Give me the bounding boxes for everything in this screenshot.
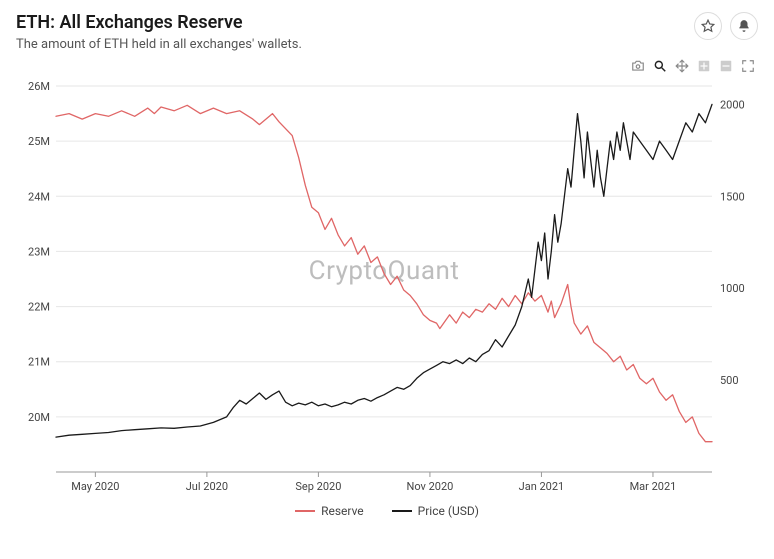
header-icons bbox=[694, 12, 758, 40]
svg-text:20M: 20M bbox=[28, 411, 50, 424]
bell-icon bbox=[737, 19, 751, 33]
minus-icon bbox=[719, 59, 733, 73]
svg-text:500: 500 bbox=[720, 374, 739, 387]
svg-text:May 2020: May 2020 bbox=[71, 480, 119, 493]
svg-text:23M: 23M bbox=[28, 245, 50, 258]
legend-item-price[interactable]: Price (USD) bbox=[392, 504, 479, 518]
svg-text:22M: 22M bbox=[28, 301, 50, 314]
plus-icon bbox=[697, 59, 711, 73]
notifications-button[interactable] bbox=[730, 12, 758, 40]
svg-text:26M: 26M bbox=[28, 80, 50, 93]
chart-area[interactable]: 20M 21M 22M 23M 24M 25M 26M 500 1000 1500 2000 May … bbox=[16, 78, 758, 498]
favorite-button[interactable] bbox=[694, 12, 722, 40]
zoom-icon bbox=[653, 59, 667, 73]
svg-text:Jul 2020: Jul 2020 bbox=[186, 480, 228, 493]
pan-button[interactable] bbox=[674, 58, 690, 74]
svg-text:Mar 2021: Mar 2021 bbox=[630, 480, 677, 493]
legend: Reserve Price (USD) bbox=[16, 504, 758, 518]
svg-text:1000: 1000 bbox=[720, 282, 745, 295]
svg-text:Jan 2021: Jan 2021 bbox=[519, 480, 565, 493]
star-icon bbox=[701, 19, 715, 33]
legend-label: Reserve bbox=[321, 504, 364, 518]
svg-text:25M: 25M bbox=[28, 135, 50, 148]
svg-text:2000: 2000 bbox=[720, 98, 745, 111]
title-block: ETH: All Exchanges Reserve The amount of… bbox=[16, 12, 694, 52]
svg-text:Nov 2020: Nov 2020 bbox=[407, 480, 454, 493]
legend-label: Price (USD) bbox=[418, 504, 479, 518]
zoom-out-button[interactable] bbox=[718, 58, 734, 74]
zoom-in-button[interactable] bbox=[696, 58, 712, 74]
legend-swatch bbox=[392, 510, 412, 512]
svg-text:1500: 1500 bbox=[720, 190, 745, 203]
legend-swatch bbox=[295, 510, 315, 512]
svg-text:24M: 24M bbox=[28, 190, 50, 203]
legend-item-reserve[interactable]: Reserve bbox=[295, 504, 364, 518]
svg-text:CryptoQuant: CryptoQuant bbox=[309, 256, 460, 286]
svg-text:21M: 21M bbox=[28, 356, 50, 369]
svg-text:Sep 2020: Sep 2020 bbox=[295, 480, 341, 493]
page-title: ETH: All Exchanges Reserve bbox=[16, 12, 694, 33]
header: ETH: All Exchanges Reserve The amount of… bbox=[16, 12, 758, 52]
move-icon bbox=[675, 59, 689, 73]
chart-toolbar bbox=[16, 58, 758, 74]
snapshot-button[interactable] bbox=[630, 58, 646, 74]
chart-svg: 20M 21M 22M 23M 24M 25M 26M 500 1000 1500 2000 May … bbox=[16, 78, 758, 498]
zoom-button[interactable] bbox=[652, 58, 668, 74]
fullscreen-button[interactable] bbox=[740, 58, 756, 74]
page-subtitle: The amount of ETH held in all exchanges'… bbox=[16, 37, 694, 52]
camera-icon bbox=[631, 59, 645, 73]
expand-icon bbox=[741, 59, 755, 73]
